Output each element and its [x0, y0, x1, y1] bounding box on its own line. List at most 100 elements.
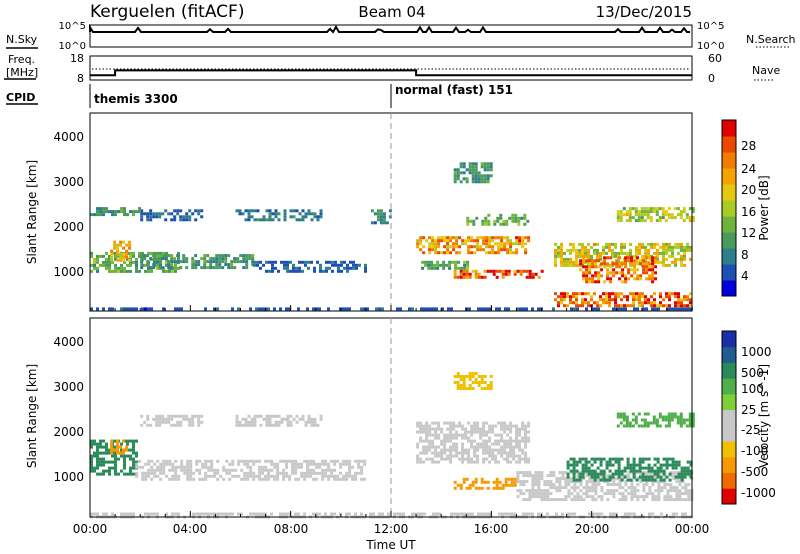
velocity-cell	[283, 417, 287, 421]
velocity-cell	[540, 495, 544, 499]
velocity-cell	[503, 424, 507, 428]
velocity-cell	[449, 427, 453, 431]
velocity-cell	[228, 468, 232, 472]
velocity-cell	[428, 427, 432, 431]
velocity-cell	[419, 451, 423, 455]
power-cell	[236, 257, 240, 261]
power-cell	[505, 219, 509, 223]
velocity-cell	[649, 421, 653, 425]
velocity-cell	[467, 430, 471, 434]
velocity-cell	[123, 457, 126, 461]
power-cell	[289, 269, 292, 273]
velocity-cell	[515, 430, 519, 434]
power-cell	[102, 260, 105, 264]
velocity-cb-tick-m500: -500	[741, 465, 768, 479]
velocity-cell	[648, 512, 651, 516]
velocity-cell	[510, 480, 514, 484]
velocity-cell	[456, 384, 460, 387]
velocity-cell	[470, 445, 474, 449]
velocity-cell	[267, 474, 271, 478]
power-cell	[432, 307, 435, 311]
velocity-cell	[462, 387, 466, 390]
power-cell	[191, 212, 195, 216]
velocity-cell	[622, 424, 626, 428]
velocity-cell	[473, 445, 477, 449]
power-cell	[307, 212, 311, 216]
velocity-cell	[624, 495, 628, 499]
velocity-cell	[572, 457, 576, 461]
velocity-cell	[342, 477, 346, 481]
velocity-cell	[489, 387, 493, 390]
velocity-cell	[558, 483, 562, 487]
velocity-cell	[179, 423, 183, 427]
velocity-cell	[500, 454, 504, 458]
velocity-cell	[456, 375, 460, 378]
velocity-cell	[105, 469, 108, 473]
power-cell	[442, 266, 446, 270]
velocity-cell	[213, 474, 217, 478]
power-cell	[242, 257, 246, 261]
power-cell	[563, 304, 566, 308]
power-colorbar-segment	[722, 184, 736, 201]
power-cell	[235, 209, 239, 213]
power-cell	[652, 210, 656, 214]
power-cell	[215, 257, 219, 261]
power-cell	[146, 254, 150, 258]
power-cell	[621, 274, 625, 278]
power-cell	[581, 248, 584, 252]
velocity-cell	[684, 492, 688, 496]
power-cell	[636, 256, 640, 260]
velocity-cell	[641, 472, 645, 476]
velocity-cell	[503, 448, 507, 452]
power-cell	[423, 307, 426, 311]
velocity-cell	[414, 512, 417, 516]
power-cell	[451, 260, 455, 264]
velocity-cell	[434, 445, 438, 449]
velocity-cell	[162, 462, 166, 466]
velocity-cell	[591, 498, 595, 502]
power-cell	[259, 260, 262, 264]
power-cell	[659, 301, 662, 305]
power-cell	[200, 209, 204, 213]
power-cell	[248, 257, 252, 261]
power-cell	[495, 307, 498, 311]
velocity-cell	[294, 471, 298, 475]
power-cell	[456, 171, 460, 175]
velocity-cell	[268, 414, 272, 418]
power-cell	[617, 257, 620, 261]
power-cell	[671, 260, 674, 264]
power-cell	[617, 304, 620, 308]
power-cell	[632, 292, 635, 296]
velocity-cell	[279, 471, 283, 475]
velocity-colorbar-segment	[722, 472, 736, 489]
velocity-cell	[657, 498, 661, 502]
velocity-cell	[615, 483, 619, 487]
velocity-cell	[174, 471, 178, 475]
velocity-cell	[494, 442, 498, 446]
power-cell	[484, 222, 488, 226]
velocity-cell	[531, 480, 535, 484]
power-cell	[596, 254, 599, 258]
power-cell	[90, 254, 93, 258]
velocity-cell	[636, 489, 640, 493]
velocity-cell	[452, 421, 456, 425]
power-colorbar-segment	[722, 200, 736, 217]
power-cell	[453, 275, 457, 279]
velocity-cell	[599, 463, 603, 467]
velocity-cell	[480, 477, 484, 481]
power-cell	[673, 216, 677, 220]
velocity-cell	[516, 477, 520, 481]
power-cell	[304, 260, 307, 264]
velocity-cell	[422, 460, 426, 464]
power-cell	[658, 219, 662, 223]
velocity-cell	[683, 469, 687, 473]
velocity-cell	[501, 486, 505, 490]
power-cell	[138, 207, 141, 211]
power-cell	[209, 263, 213, 267]
velocity-cell	[644, 466, 648, 470]
velocity-cell	[479, 427, 483, 431]
velocity-cell	[90, 442, 93, 446]
velocity-cell	[485, 442, 489, 446]
velocity-cell	[238, 423, 242, 427]
velocity-cell	[669, 495, 673, 499]
